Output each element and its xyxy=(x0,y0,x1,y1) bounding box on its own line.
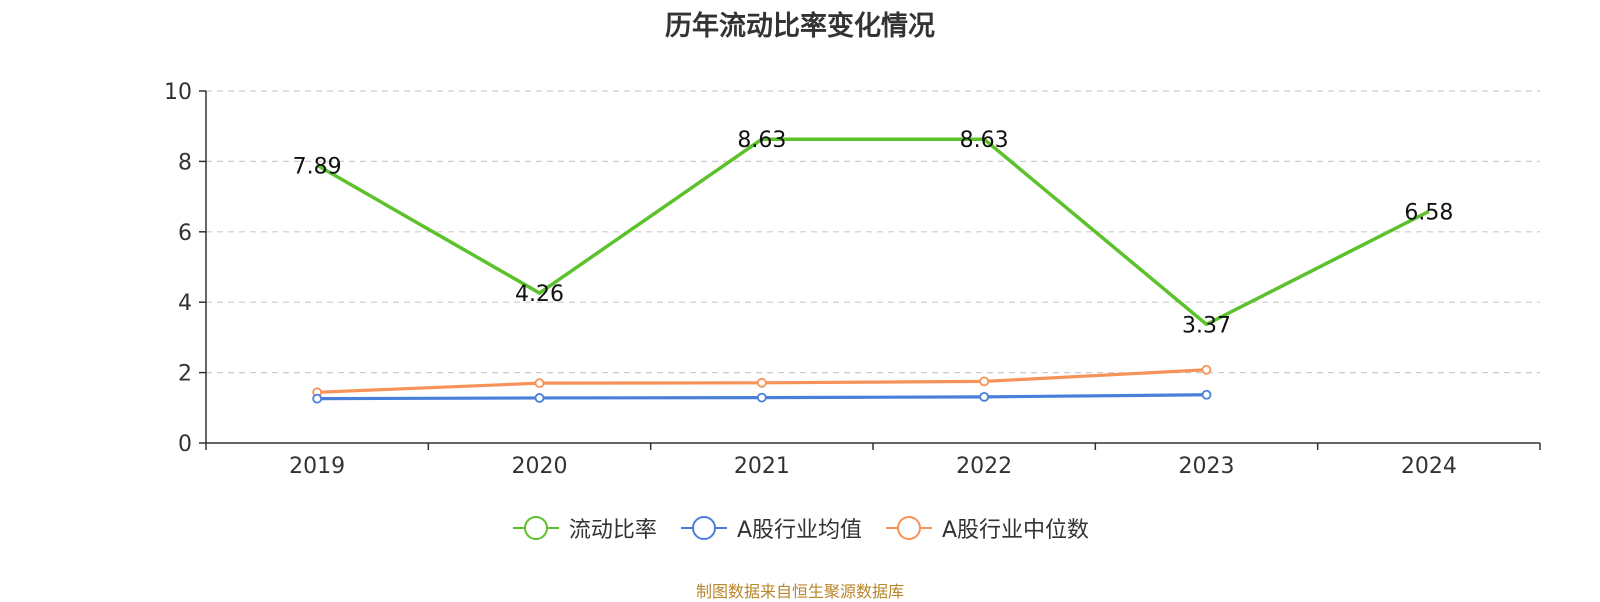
y-tick-label: 4 xyxy=(178,291,192,316)
legend-label: A股行业中位数 xyxy=(942,518,1090,543)
grid-lines xyxy=(206,90,1540,374)
data-point xyxy=(312,393,323,404)
y-tick-label: 10 xyxy=(164,80,192,105)
data-point xyxy=(756,377,767,388)
legend-swatch-circle xyxy=(897,516,921,540)
data-label: 8.63 xyxy=(960,128,1009,153)
y-tick-label: 2 xyxy=(178,362,192,387)
legend-item[interactable]: 流动比率 xyxy=(511,512,657,544)
x-tick-label: 2022 xyxy=(956,454,1012,479)
data-label: 7.89 xyxy=(293,154,342,179)
x-tick-label: 2021 xyxy=(734,454,790,479)
legend-swatch-circle xyxy=(691,516,716,540)
data-point xyxy=(979,376,990,387)
legend-swatch-circle xyxy=(523,516,548,540)
axes: 0 2 4 6 8 10 2019 2020 2021 2022 2023 2024 xyxy=(164,80,1541,479)
y-tick-label: 6 xyxy=(178,221,192,246)
data-point xyxy=(756,392,767,403)
source-note: 制图数据来自恒生聚源数据库 xyxy=(695,582,904,601)
data-point xyxy=(1201,389,1212,400)
data-label: 3.37 xyxy=(1182,313,1231,338)
x-tick-label: 2019 xyxy=(289,454,345,479)
legend-swatch-icon xyxy=(512,516,559,540)
x-tick-label: 2023 xyxy=(1179,454,1235,479)
x-tick-label: 2020 xyxy=(512,454,568,479)
legend-swatch-icon xyxy=(680,516,727,540)
data-point xyxy=(1201,364,1212,375)
data-point xyxy=(534,378,545,389)
data-labels: 7.89 4.26 8.63 8.63 3.37 6.58 xyxy=(293,128,1454,338)
legend-swatch-icon xyxy=(886,516,932,540)
series-layer xyxy=(312,137,1430,404)
chart-title: 历年流动比率变化情况 xyxy=(665,11,935,42)
y-tick-label: 8 xyxy=(178,150,192,175)
legend-label: A股行业均值 xyxy=(736,518,862,543)
data-point xyxy=(979,391,990,402)
legend-label: 流动比率 xyxy=(568,518,657,543)
legend-item[interactable]: A股行业中位数 xyxy=(884,512,1089,544)
legend-item[interactable]: A股行业均值 xyxy=(679,512,862,544)
data-label: 8.63 xyxy=(737,128,786,153)
legend: 流动比率 A股行业均值 A股行业中位数 xyxy=(0,512,1600,544)
x-tick-label: 2024 xyxy=(1401,454,1457,479)
data-label: 4.26 xyxy=(515,282,564,307)
y-tick-label: 0 xyxy=(178,432,192,457)
data-point xyxy=(534,393,545,403)
data-label: 6.58 xyxy=(1404,200,1453,225)
series-line-0 xyxy=(316,137,1430,327)
